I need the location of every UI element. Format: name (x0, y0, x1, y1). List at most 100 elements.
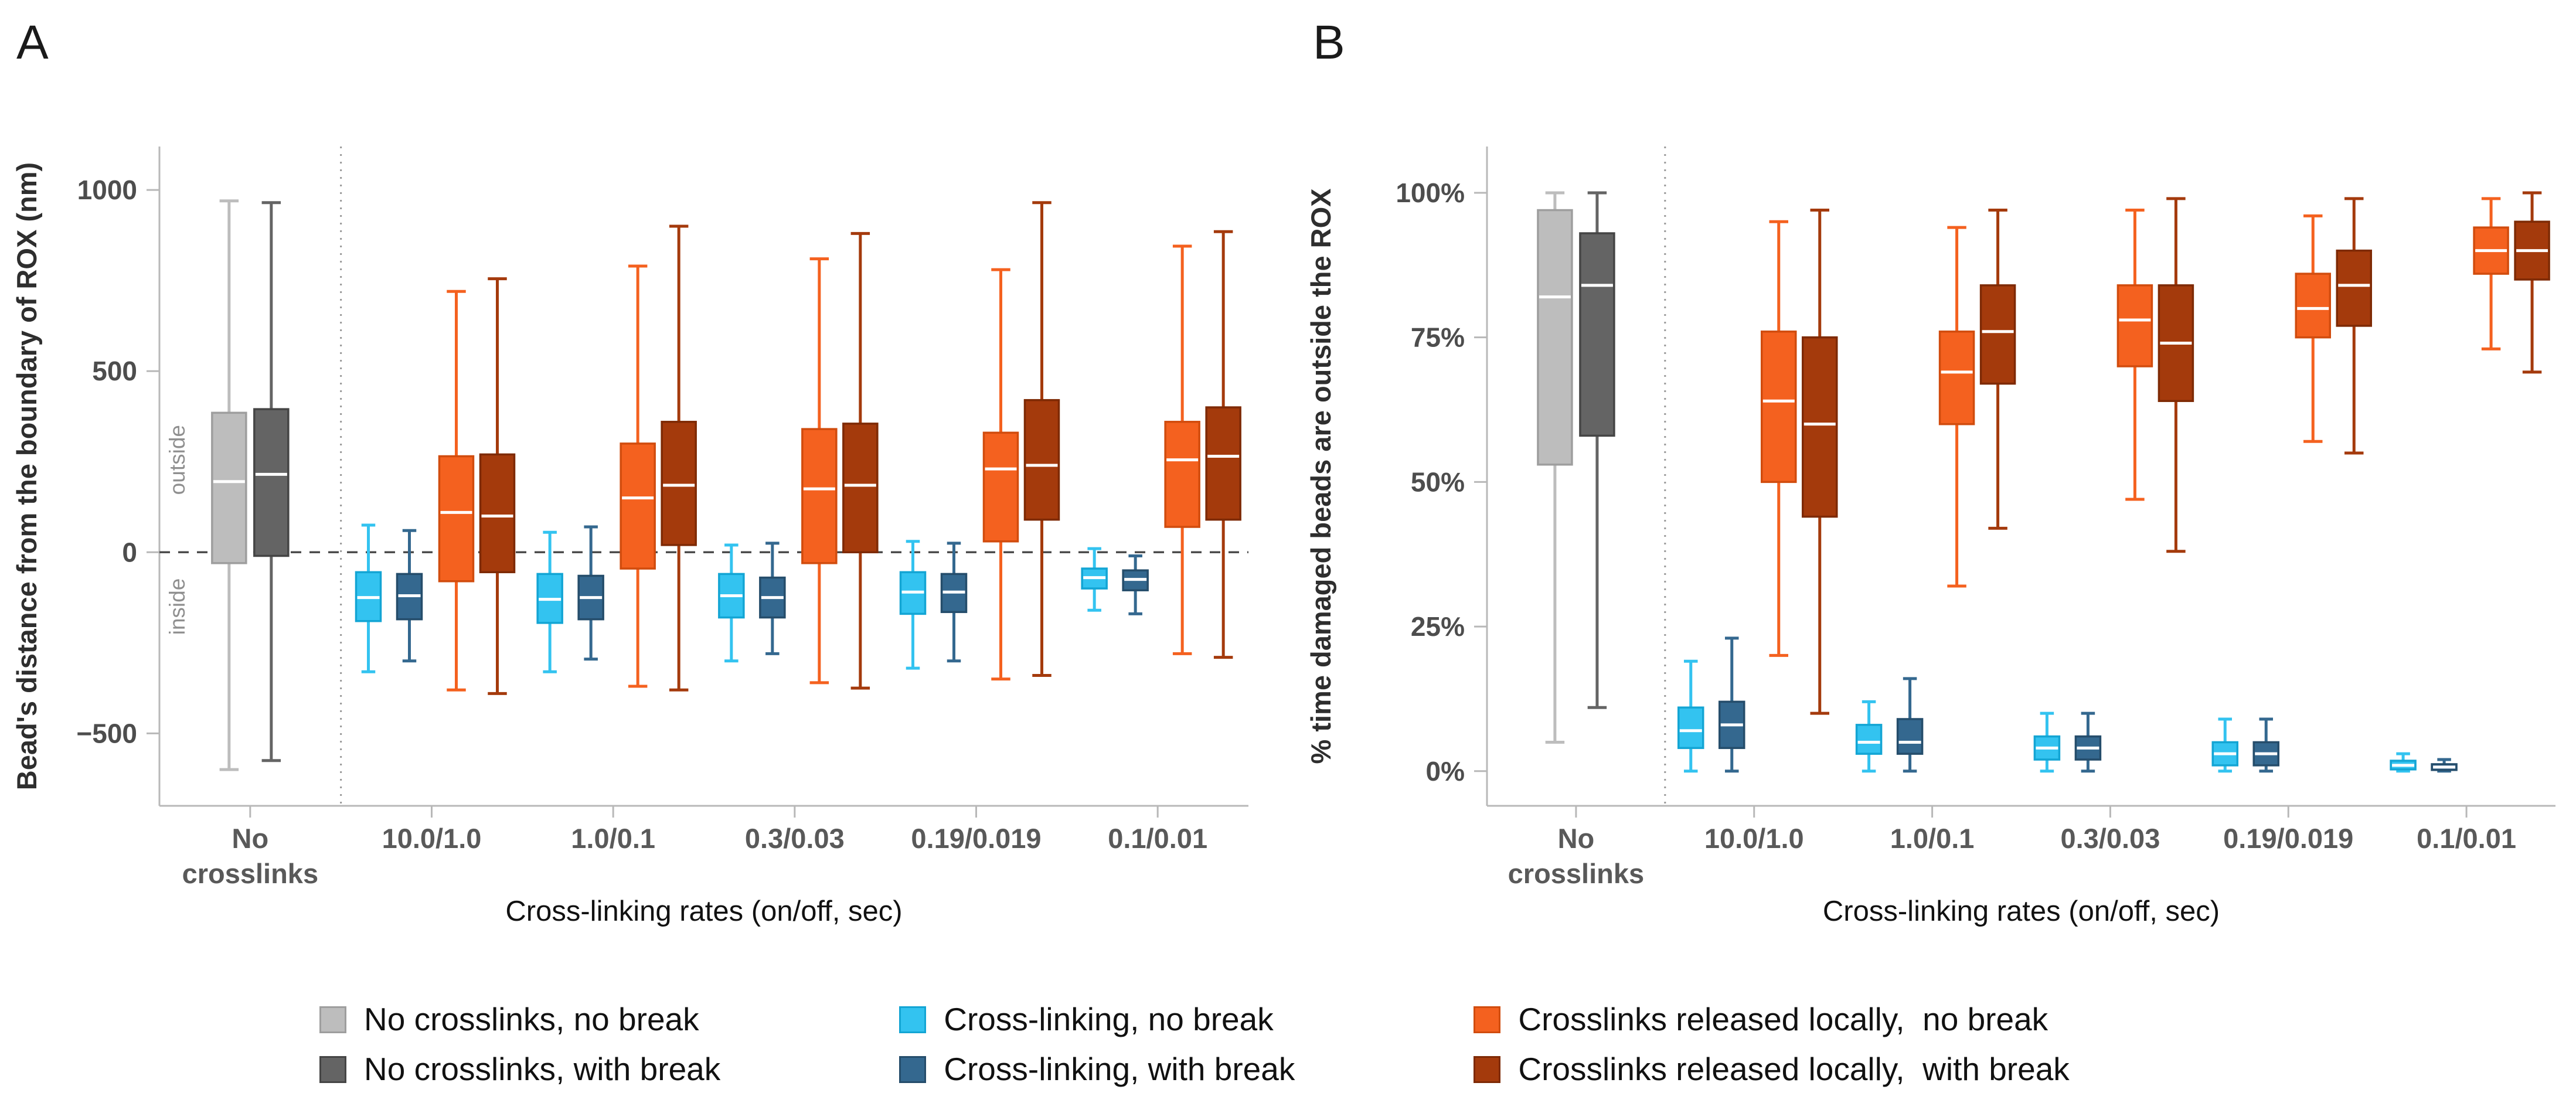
box (1761, 220, 1797, 657)
box (355, 523, 382, 673)
legend-label: Crosslinks released locally, no break (1518, 1001, 2048, 1037)
x-tick-label: 0.3/0.03 (2060, 823, 2160, 854)
panel-label: B (1313, 16, 1345, 69)
legend-label: Cross-linking, no break (944, 1001, 1274, 1037)
box (2074, 711, 2102, 773)
box (940, 542, 968, 663)
box-rect (253, 408, 290, 557)
box-rect (438, 455, 475, 583)
x-axis-title: Cross-linking rates (on/off, sec) (1823, 896, 2220, 927)
box (899, 540, 927, 670)
box (1938, 226, 1975, 588)
box (620, 264, 656, 688)
box-rect (211, 411, 247, 564)
box-rect (1579, 232, 1615, 437)
legend-swatch-released-no-break (1474, 1006, 1501, 1033)
y-tick-label: 50% (1411, 467, 1465, 497)
box-rect (1802, 336, 1838, 518)
y-tick-label: 100% (1396, 178, 1465, 208)
panel-label: A (16, 16, 49, 69)
box-rect (1205, 406, 1241, 521)
x-tick-label: No crosslinks (182, 823, 319, 889)
box (1537, 191, 1573, 744)
box (536, 530, 563, 673)
box (2158, 197, 2194, 553)
legend-item: Crosslinks released locally, with break (1474, 1053, 2070, 1085)
box (2473, 197, 2509, 350)
box (661, 224, 697, 692)
box (2211, 717, 2238, 773)
legend-item: Cross-linking, with break (899, 1053, 1295, 1085)
x-tick-label: 1.0/0.1 (1890, 823, 1975, 854)
box (2116, 209, 2153, 501)
legend: No crosslinks, no break No crosslinks, w… (319, 1003, 2070, 1085)
box-rect (620, 442, 656, 570)
box-rect (479, 453, 516, 574)
legend-swatch-crosslinking-no-break (899, 1006, 927, 1033)
box (1855, 700, 1883, 773)
box (2514, 191, 2550, 374)
box (759, 542, 786, 655)
legend-swatch-crosslinking-with-break (899, 1055, 927, 1083)
box (1081, 547, 1108, 612)
x-tick-label: 0.19/0.019 (2223, 823, 2353, 854)
box (2033, 711, 2061, 773)
x-axis-title: Cross-linking rates (on/off, sec) (505, 896, 902, 927)
box-rect (982, 431, 1019, 543)
panel-a-boxplot: A 1000 500 0 −500 Bead's distance from the bo… (11, 16, 1248, 927)
box-rect (1023, 399, 1060, 521)
x-tick-label: 1.0/0.1 (571, 823, 655, 854)
box-rect (661, 421, 697, 546)
x-tick-label: 0.1/0.01 (2417, 823, 2516, 854)
y-tick-label: 0 (122, 537, 137, 567)
box (438, 290, 475, 692)
box (1164, 244, 1200, 655)
box (1677, 659, 1704, 773)
legend-column-orange: Crosslinks released locally, no break Cr… (1474, 1001, 2070, 1085)
box (577, 525, 604, 661)
box-rect (2116, 284, 2153, 367)
box (842, 231, 879, 690)
box-rect (1164, 421, 1200, 528)
box-rect (1979, 284, 2016, 385)
inside-region-label: inside (165, 578, 189, 635)
box-rect (1938, 331, 1975, 425)
box-rect (1537, 209, 1573, 466)
box (1979, 209, 2016, 530)
x-tick-label: 0.1/0.01 (1108, 823, 1207, 854)
y-tick-label: 0% (1426, 756, 1465, 786)
box (801, 257, 838, 685)
box-rect (842, 423, 879, 554)
box-rect (801, 428, 838, 564)
legend-item: No crosslinks, with break (319, 1053, 720, 1085)
y-axis-title: % time damaged beads are outside the ROX (1305, 188, 1336, 764)
box (211, 199, 247, 771)
legend-item: No crosslinks, no break (319, 1003, 720, 1036)
x-tick-label: 10.0/1.0 (382, 823, 482, 854)
legend-label: Cross-linking, with break (944, 1051, 1295, 1087)
box (1896, 677, 1924, 773)
box (2431, 758, 2458, 773)
box (2336, 197, 2372, 455)
box-rect (1896, 718, 1924, 755)
outside-region-label: outside (165, 425, 189, 495)
box (479, 277, 516, 695)
box (1122, 554, 1149, 615)
x-tick-label: 0.19/0.019 (911, 823, 1041, 854)
box (1205, 230, 1241, 659)
box (1802, 209, 1838, 715)
x-tick-label: 0.3/0.03 (745, 823, 845, 854)
box-rect (2336, 249, 2372, 327)
box-rect (1761, 331, 1797, 484)
box-rect (1855, 724, 1883, 755)
y-axis-title: Bead's distance from the boundary of ROX… (11, 162, 42, 790)
box (2390, 752, 2417, 773)
box (253, 201, 290, 762)
legend-column-blue: Cross-linking, no break Cross-linking, w… (899, 1003, 1295, 1085)
box (396, 529, 423, 663)
legend-swatch-no-crosslinks-with-break (319, 1055, 346, 1083)
box (1719, 636, 1745, 773)
legend-swatch-no-crosslinks-no-break (319, 1006, 346, 1033)
x-tick-label: 10.0/1.0 (1704, 823, 1804, 854)
